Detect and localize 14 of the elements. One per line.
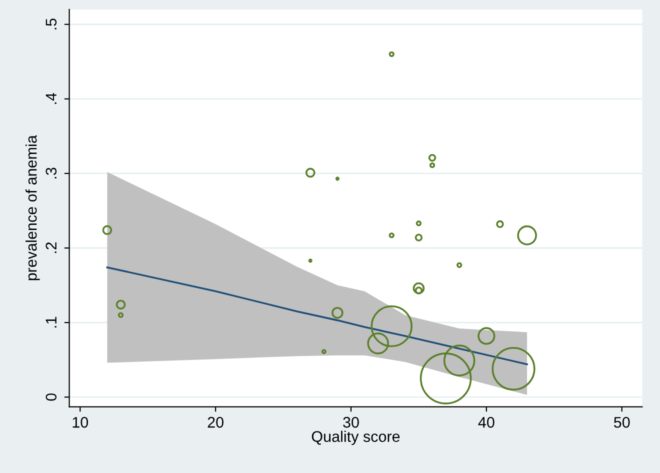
y-tick-label: .4 [46, 92, 56, 104]
x-tick-label: 10 [72, 416, 88, 428]
y-tick-label: .3 [46, 168, 57, 178]
y-tick-label: .2 [46, 242, 56, 253]
y-tick-label: .1 [46, 316, 56, 328]
y-axis-title: prevalence of anemia [26, 135, 40, 280]
x-tick-label: 40 [478, 416, 494, 428]
y-tick-label: .5 [46, 18, 57, 30]
y-tick-label: 0 [46, 393, 57, 401]
x-tick-label: 20 [208, 416, 224, 428]
x-tick-label: 50 [614, 416, 630, 428]
line-series [106, 266, 528, 366]
x-axis-title: Quality score [312, 430, 400, 445]
x-tick-label: 30 [343, 416, 359, 428]
